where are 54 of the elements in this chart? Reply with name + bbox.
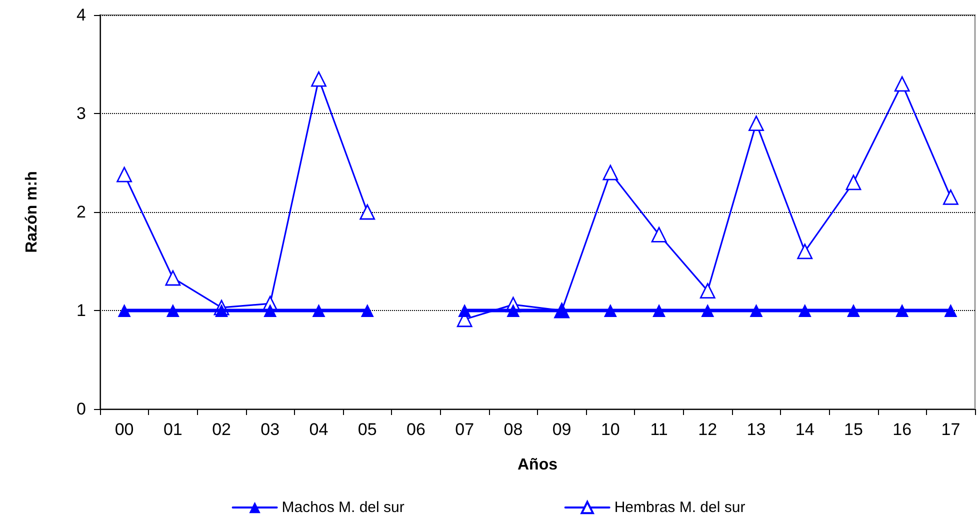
y-axis-title: Razón m:h: [24, 171, 40, 253]
point: [360, 304, 374, 317]
point: [651, 226, 667, 242]
x-axis-title: Años: [518, 456, 558, 474]
point: [116, 166, 132, 182]
x-tick-label: 14: [795, 420, 814, 439]
point: [166, 304, 180, 317]
point: [944, 304, 958, 317]
x-tick-label: 02: [212, 420, 231, 439]
x-tick-label: 00: [114, 420, 134, 439]
point: [506, 304, 520, 317]
point: [896, 304, 909, 317]
point: [797, 244, 813, 260]
point: [312, 304, 326, 317]
x-tick-label: 17: [941, 420, 960, 439]
point: [360, 204, 376, 220]
x-tick-label: 04: [309, 420, 328, 439]
x-tick-label: 10: [600, 420, 620, 439]
point: [602, 164, 618, 180]
x-tick-label: 05: [358, 420, 377, 439]
x-tick-label: 16: [892, 420, 912, 439]
x-tick-label: 11: [650, 420, 668, 439]
point: [750, 304, 763, 317]
point: [264, 304, 277, 317]
point: [652, 304, 666, 317]
point: [701, 304, 714, 317]
point: [118, 304, 131, 317]
point: [846, 174, 862, 190]
x-tick-label: 03: [260, 420, 280, 439]
legend-label: Machos M. del sur: [282, 499, 404, 516]
x-tick-label: 01: [163, 420, 182, 439]
x-tick-label: 06: [406, 420, 426, 439]
legend-label: Hembras M. del sur: [614, 499, 746, 516]
x-tick-label: 13: [746, 420, 766, 439]
point: [846, 304, 860, 317]
point: [700, 283, 716, 298]
x-tick-label: 12: [698, 420, 718, 439]
y-tick-label: 1: [76, 301, 86, 320]
y-tick-label: 3: [76, 104, 86, 123]
point: [165, 270, 181, 286]
x-tick-label: 09: [552, 420, 572, 439]
y-tick-label: 4: [76, 6, 86, 24]
point: [458, 304, 472, 317]
point: [894, 76, 910, 92]
point: [942, 190, 958, 205]
point: [604, 304, 617, 317]
point: [311, 71, 326, 87]
point: [798, 304, 812, 317]
x-tick-label: 15: [844, 420, 863, 439]
point: [748, 116, 764, 132]
x-tick-label: 08: [504, 420, 523, 439]
y-tick-label: 0: [76, 400, 86, 418]
y-tick-label: 2: [76, 202, 86, 222]
x-tick-label: 07: [455, 420, 474, 439]
